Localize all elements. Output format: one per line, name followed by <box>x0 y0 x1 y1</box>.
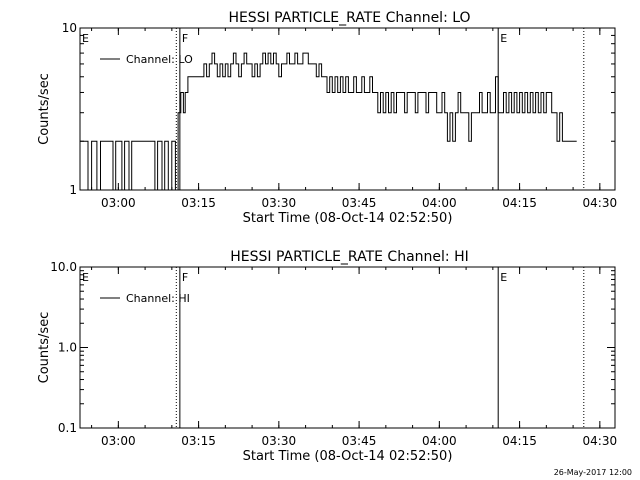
x-tick-label: 03:45 <box>342 434 377 448</box>
x-tick-label: 04:15 <box>502 434 537 448</box>
x-tick-label: 04:30 <box>583 196 618 210</box>
x-tick-label: 03:15 <box>181 434 216 448</box>
hi-channel-panel: HESSI PARTICLE_RATE Channel: HI 03:00 03:1… <box>37 249 617 464</box>
footer-date: 26-May-2017 12:00 <box>554 468 632 477</box>
y-tick-label: 10.0 <box>50 260 77 274</box>
x-tick-label: 03:00 <box>101 434 136 448</box>
series-line <box>80 52 577 191</box>
y-tick-label: 1 <box>69 183 77 197</box>
marker-label: E <box>82 32 89 45</box>
x-axis-label: Start Time (08-Oct-14 02:52:50) <box>243 449 453 464</box>
y-tick-label: 0.1 <box>58 421 77 435</box>
y-tick-label: 1.0 <box>58 341 77 355</box>
x-tick-label: 04:30 <box>583 434 618 448</box>
x-tick-label: 03:00 <box>101 196 136 210</box>
x-tick-label: 04:00 <box>422 434 457 448</box>
x-tick-label: 03:30 <box>262 434 297 448</box>
x-tick-label: 04:00 <box>422 196 457 210</box>
y-axis-label: Counts/sec <box>37 73 52 145</box>
legend-label: Channel: HI <box>126 292 190 305</box>
y-axis-label: Counts/sec <box>37 312 52 384</box>
marker-label: F <box>182 271 188 284</box>
x-axis-label: Start Time (08-Oct-14 02:52:50) <box>243 211 453 226</box>
y-tick-label: 10 <box>62 21 77 35</box>
lo-channel-panel: HESSI PARTICLE_RATE Channel: LO 03:00 03:1… <box>37 10 617 226</box>
x-tick-label: 03:45 <box>342 196 377 210</box>
marker-label: E <box>500 32 507 45</box>
x-tick-label: 03:30 <box>262 196 297 210</box>
x-tick-label: 04:15 <box>502 196 537 210</box>
x-tick-label: 03:15 <box>181 196 216 210</box>
legend-label: Channel: LO <box>126 53 193 66</box>
marker-label: E <box>500 271 507 284</box>
marker-label: F <box>182 32 188 45</box>
marker-label: E <box>82 271 89 284</box>
chart-title: HESSI PARTICLE_RATE Channel: HI <box>230 249 468 265</box>
chart-title: HESSI PARTICLE_RATE Channel: LO <box>228 10 470 26</box>
